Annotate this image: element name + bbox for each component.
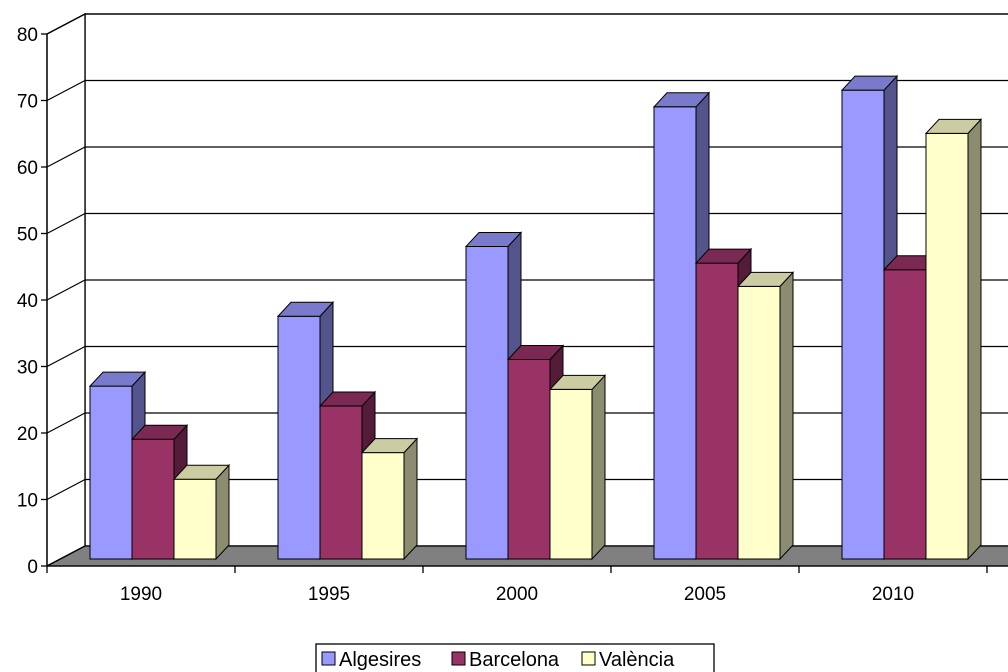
bars bbox=[88, 74, 983, 561]
gridline-side bbox=[46, 79, 86, 102]
bar-front bbox=[89, 385, 133, 560]
y-tick-label: 0 bbox=[27, 557, 38, 578]
gridline-side bbox=[46, 13, 86, 35]
bar-front bbox=[465, 245, 509, 560]
gridline-side bbox=[46, 345, 86, 368]
x-tick-label: 1990 bbox=[120, 584, 162, 605]
bar-front bbox=[277, 315, 321, 560]
y-tick-label: 80 bbox=[17, 25, 38, 46]
x-tick-label: 1995 bbox=[308, 584, 350, 605]
legend-swatch bbox=[581, 651, 596, 666]
bar-top bbox=[694, 248, 753, 264]
legend-box bbox=[315, 643, 715, 672]
bar-front bbox=[319, 405, 363, 560]
bar-side bbox=[215, 463, 230, 561]
bar-side bbox=[591, 374, 606, 561]
gridline-side bbox=[46, 478, 86, 501]
y-tick-label: 60 bbox=[17, 158, 38, 179]
x-tick-label: 2010 bbox=[872, 584, 914, 605]
bar-front bbox=[361, 452, 405, 560]
bar-top bbox=[924, 118, 983, 134]
bar-top bbox=[130, 424, 189, 440]
bar-front bbox=[841, 89, 885, 560]
bar-top bbox=[840, 75, 899, 91]
x-axis: 1990 1995 2000 2005 2010 bbox=[46, 565, 1008, 605]
bar-top bbox=[360, 438, 419, 454]
legend-label: Algesires bbox=[339, 649, 421, 671]
bar-front bbox=[549, 388, 593, 560]
legend: Algesires Barcelona València bbox=[315, 643, 715, 672]
bar-front bbox=[925, 132, 969, 560]
bar-side bbox=[967, 118, 982, 561]
bar-top bbox=[506, 345, 565, 360]
y-tick-label: 10 bbox=[17, 491, 38, 512]
bar bbox=[360, 437, 419, 561]
bar-front bbox=[883, 269, 927, 560]
bar bbox=[130, 424, 189, 561]
bar bbox=[172, 463, 231, 561]
bar bbox=[548, 374, 607, 561]
bar-top bbox=[652, 92, 711, 108]
gridline-side bbox=[46, 279, 86, 301]
y-tick-label: 20 bbox=[17, 424, 38, 445]
bar-top bbox=[276, 301, 335, 317]
legend-label: València bbox=[599, 649, 675, 671]
bar-front bbox=[173, 478, 217, 560]
legend-swatch bbox=[451, 651, 466, 666]
bar-front bbox=[695, 262, 739, 560]
bar-top bbox=[88, 371, 147, 387]
gridlines bbox=[46, 13, 1008, 501]
bar-top bbox=[318, 391, 377, 407]
gridline-side bbox=[46, 412, 86, 434]
legend-swatch bbox=[321, 651, 336, 666]
y-tick-label: 40 bbox=[17, 291, 38, 312]
bar-top bbox=[464, 231, 523, 247]
bar-side bbox=[403, 437, 418, 561]
y-tick-label: 70 bbox=[17, 92, 38, 113]
y-tick-label: 50 bbox=[17, 225, 38, 246]
gridline-side bbox=[46, 146, 86, 168]
y-axis: 0 10 20 30 40 50 60 70 80 bbox=[17, 25, 48, 578]
bar-top bbox=[548, 374, 607, 390]
bar bbox=[736, 271, 795, 561]
bar-side bbox=[779, 271, 794, 561]
bar-top bbox=[172, 464, 231, 480]
bar-front bbox=[507, 359, 551, 560]
bar bbox=[924, 118, 983, 561]
bar-front bbox=[737, 285, 781, 560]
bar-front bbox=[653, 106, 697, 560]
gridline-side bbox=[46, 212, 86, 235]
legend-label: Barcelona bbox=[469, 649, 560, 671]
bar-front bbox=[131, 438, 175, 560]
bar-top bbox=[736, 271, 795, 287]
y-tick-label: 30 bbox=[17, 358, 38, 379]
x-tick-label: 2005 bbox=[684, 584, 726, 605]
x-tick-label: 2000 bbox=[496, 584, 538, 605]
